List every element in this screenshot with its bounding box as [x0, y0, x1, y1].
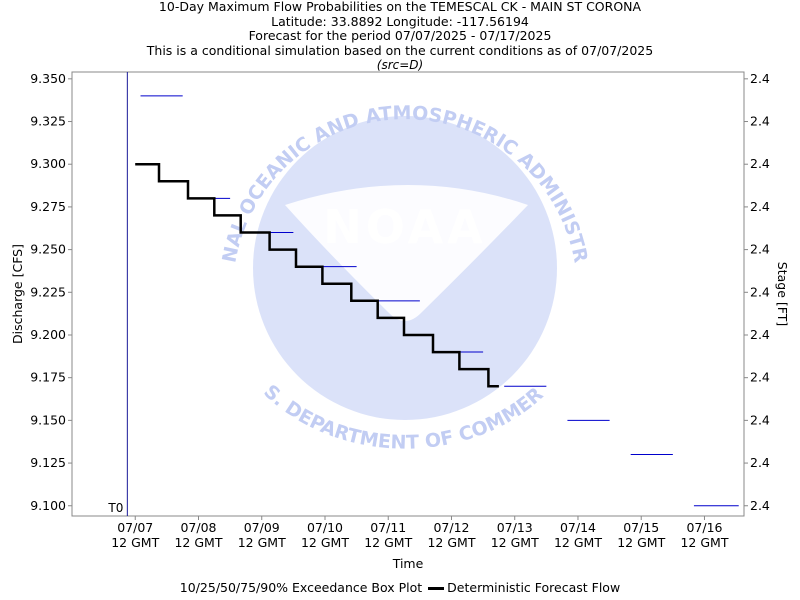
- y-tick-label: 9.100: [30, 498, 66, 513]
- stage-axis: 2.4 2.4 2.4 2.4 2.4 2.4 2.4 2.4 2.4 2.4 2.4 Stage […: [744, 71, 790, 513]
- chart-period: Forecast for the period 07/07/2025 - 07/…: [248, 28, 552, 43]
- y-tick-label: 9.300: [30, 156, 66, 171]
- y-tick-label: 9.200: [30, 327, 66, 342]
- stage-tick-label: 2.4: [750, 199, 770, 214]
- x-tick-date: 07/13: [497, 520, 533, 535]
- y-tick-label: 9.250: [30, 242, 66, 257]
- stage-tick-label: 2.4: [750, 498, 770, 513]
- t0-label: T0: [107, 501, 123, 515]
- y-tick-label: 9.225: [30, 284, 66, 299]
- y-tick-label: 9.125: [30, 455, 66, 470]
- stage-tick-label: 2.4: [750, 412, 770, 427]
- forecast-flow-line: [135, 162, 499, 388]
- x-axis-label: Time: [392, 556, 424, 571]
- chart-legend: 10/25/50/75/90% Exceedance Box Plot Dete…: [0, 580, 800, 595]
- stage-tick-label: 2.4: [750, 327, 770, 342]
- x-tick-date: 07/08: [180, 520, 216, 535]
- chart-location: Latitude: 33.8892 Longitude: -117.56194: [271, 13, 529, 29]
- stage-tick-label: 2.4: [750, 370, 770, 385]
- discharge-axis: 9.100 9.125 9.150 9.175 9.200 9.225 9.250 9.275…: [10, 71, 72, 513]
- x-tick-date: 07/09: [244, 520, 280, 535]
- y-axis-label: Discharge [CFS]: [10, 244, 25, 344]
- stage-tick-label: 2.4: [750, 284, 770, 299]
- x-tick-time: 12 GMT: [491, 535, 539, 550]
- legend-box-plot-label: 10/25/50/75/90% Exceedance Box Plot: [179, 580, 423, 595]
- x-tick-time: 12 GMT: [617, 535, 665, 550]
- stage-tick-label: 2.4: [750, 242, 770, 257]
- stage-axis-label: Stage [FT]: [775, 262, 790, 326]
- x-tick-time: 12 GMT: [554, 535, 602, 550]
- y-tick-label: 9.350: [30, 71, 66, 86]
- x-tick-time: 12 GMT: [301, 535, 349, 550]
- stage-tick-label: 2.4: [750, 455, 770, 470]
- chart-marks: T0: [107, 72, 739, 516]
- x-tick-date: 07/15: [623, 520, 659, 535]
- chart-source: (src=D): [376, 58, 424, 72]
- stage-tick-label: 2.4: [750, 156, 770, 171]
- noaa-watermark: NOAANATIONAL OCEANIC AND ATMOSPHERIC ADM…: [0, 0, 592, 454]
- plot-area: [71, 71, 745, 517]
- watermark-agency: NOAA: [323, 200, 487, 254]
- x-tick-date: 07/16: [686, 520, 722, 535]
- x-tick-date: 07/11: [370, 520, 406, 535]
- watermark-bird: [285, 185, 528, 321]
- chart-title: 10-Day Maximum Flow Probabilities on the…: [158, 0, 642, 14]
- legend-forecast-label: Deterministic Forecast Flow: [447, 580, 621, 595]
- plot-border: [71, 71, 745, 517]
- flow-chart: NOAANATIONAL OCEANIC AND ATMOSPHERIC ADM…: [0, 0, 790, 571]
- legend-forecast-swatch: [428, 587, 445, 590]
- y-tick-label: 9.150: [30, 412, 66, 427]
- x-tick-time: 12 GMT: [238, 535, 286, 550]
- stage-tick-label: 2.4: [750, 71, 770, 86]
- x-tick-date: 07/12: [433, 520, 469, 535]
- x-tick-date: 07/07: [117, 520, 153, 535]
- y-tick-label: 9.325: [30, 114, 66, 129]
- x-tick-date: 07/14: [560, 520, 596, 535]
- y-tick-label: 9.275: [30, 199, 66, 214]
- x-tick-time: 12 GMT: [364, 535, 412, 550]
- x-tick-time: 12 GMT: [680, 535, 728, 550]
- x-tick-time: 12 GMT: [111, 535, 159, 550]
- chart-note: This is a conditional simulation based o…: [146, 42, 654, 58]
- x-tick-date: 07/10: [307, 520, 343, 535]
- chart-header: 10-Day Maximum Flow Probabilities on the…: [0, 0, 800, 73]
- x-tick-time: 12 GMT: [174, 535, 222, 550]
- stage-tick-label: 2.4: [750, 114, 770, 129]
- x-tick-time: 12 GMT: [427, 535, 475, 550]
- y-tick-label: 9.175: [30, 370, 66, 385]
